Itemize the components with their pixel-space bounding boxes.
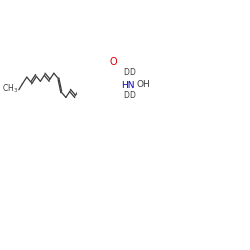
Text: HN: HN — [121, 80, 134, 90]
Text: OH: OH — [137, 80, 150, 89]
Text: O: O — [110, 58, 117, 68]
Text: D: D — [129, 68, 135, 77]
Text: D: D — [124, 68, 129, 77]
Text: CH$_3$: CH$_3$ — [2, 82, 18, 95]
Text: D: D — [129, 91, 135, 100]
Text: D: D — [124, 91, 129, 100]
